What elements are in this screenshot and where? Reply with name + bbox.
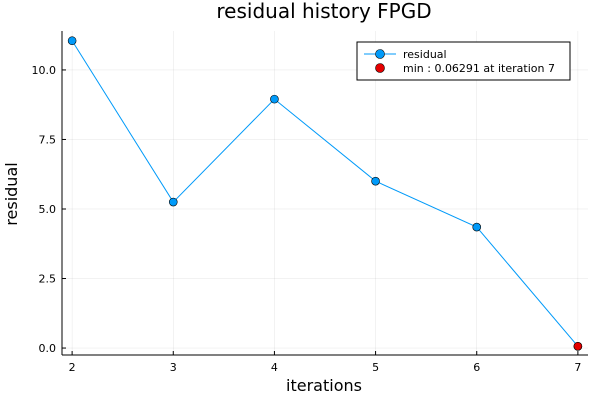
series-line-residual bbox=[71, 40, 579, 347]
axes bbox=[61, 31, 588, 356]
y-tick-label-4: 10.0 bbox=[32, 64, 57, 77]
legend-label-min: min : 0.06291 at iteration 7 bbox=[403, 62, 555, 75]
data-point-residual-2 bbox=[67, 36, 77, 46]
series bbox=[67, 36, 583, 351]
chart-title: residual history FPGD bbox=[216, 0, 431, 23]
data-point-residual-5 bbox=[371, 176, 380, 186]
legend: residual min : 0.06291 at iteration 7 bbox=[356, 41, 571, 81]
x-tick-label-1: 3 bbox=[170, 361, 177, 374]
x-tick-label-3: 5 bbox=[372, 361, 379, 374]
y-tick-label-3: 7.5 bbox=[39, 133, 57, 146]
x-ticks: 2 3 4 5 6 7 bbox=[69, 351, 581, 374]
x-tick-label-0: 2 bbox=[69, 361, 76, 374]
y-ticks: 0.0 2.5 5.0 7.5 10.0 bbox=[32, 64, 66, 355]
legend-marker-residual bbox=[375, 49, 385, 59]
legend-marker-min bbox=[375, 63, 385, 73]
x-tick-label-4: 6 bbox=[473, 361, 480, 374]
y-tick-label-0: 0.0 bbox=[39, 342, 57, 355]
grid bbox=[62, 31, 588, 355]
x-axis-label: iterations bbox=[286, 376, 362, 395]
y-tick-label-1: 2.5 bbox=[39, 273, 57, 286]
data-point-residual-6 bbox=[472, 222, 482, 232]
y-axis-label: residual bbox=[2, 162, 21, 225]
data-point-residual-4 bbox=[270, 94, 279, 104]
x-tick-label-2: 4 bbox=[271, 361, 278, 374]
data-point-residual-3 bbox=[168, 197, 178, 207]
legend-box bbox=[356, 41, 571, 81]
min-point-marker bbox=[573, 341, 583, 351]
legend-label-residual: residual bbox=[403, 48, 447, 61]
x-tick-label-5: 7 bbox=[574, 361, 581, 374]
y-tick-label-2: 5.0 bbox=[39, 203, 57, 216]
